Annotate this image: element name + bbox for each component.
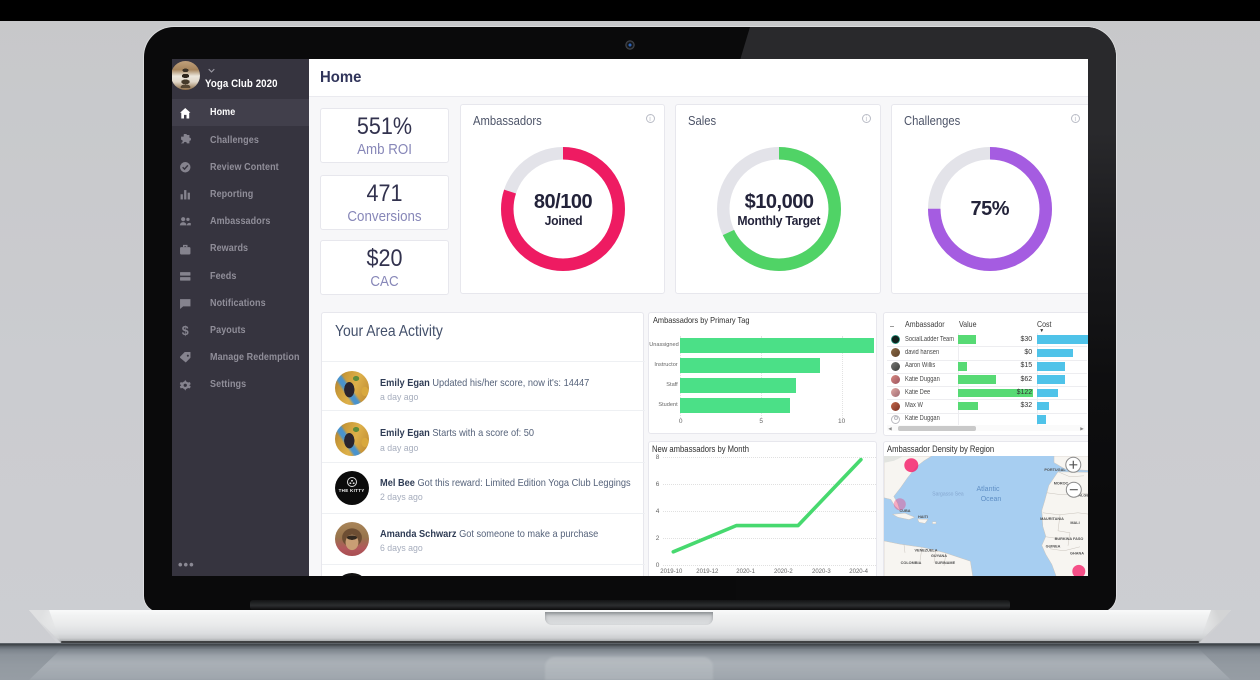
svg-text:COLOMBIA: COLOMBIA	[901, 560, 922, 564]
svg-text:GHANA: GHANA	[1070, 551, 1084, 555]
svg-text:PORTUGAL: PORTUGAL	[1045, 467, 1067, 471]
svg-text:Ocean: Ocean	[981, 495, 1002, 502]
svg-text:VENEZUELA: VENEZUELA	[915, 548, 938, 552]
svg-text:SURINAME: SURINAME	[935, 560, 956, 564]
svg-text:ALGER: ALGER	[1079, 493, 1088, 497]
svg-text:MALI: MALI	[1071, 520, 1080, 524]
svg-text:GUYANA: GUYANA	[931, 553, 947, 557]
svg-text:Sargasso Sea: Sargasso Sea	[932, 491, 964, 497]
svg-text:CUBA: CUBA	[900, 509, 911, 513]
svg-text:MAURITANIA: MAURITANIA	[1040, 516, 1064, 520]
svg-text:Atlantic: Atlantic	[977, 485, 1000, 492]
svg-text:MOROC: MOROC	[1054, 481, 1069, 485]
svg-text:GUINEA: GUINEA	[1046, 544, 1061, 548]
svg-text:$: $	[182, 324, 189, 337]
svg-text:BURKINA FASO: BURKINA FASO	[1055, 536, 1084, 540]
svg-text:HAITI: HAITI	[918, 515, 928, 519]
